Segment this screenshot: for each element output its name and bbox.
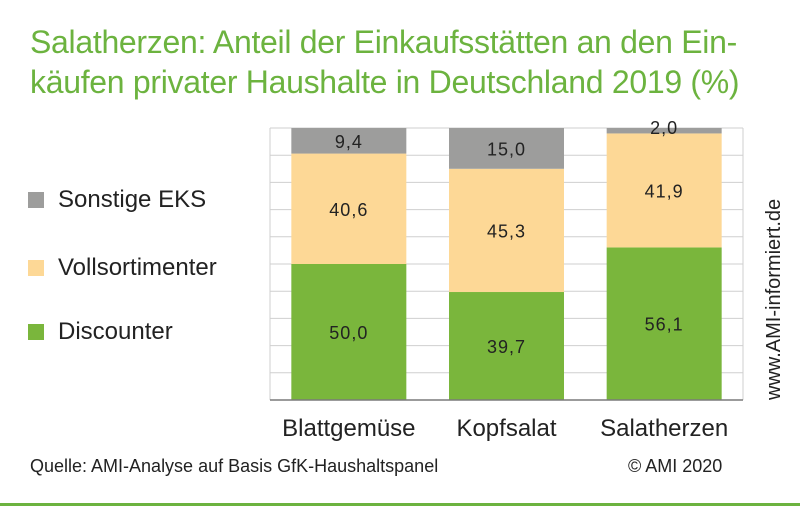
data-label: 41,9 <box>645 181 684 201</box>
bottom-rule <box>0 503 800 506</box>
legend-label-vollsortimenter: Vollsortimenter <box>58 254 217 281</box>
legend-swatch-sonstige <box>28 192 44 208</box>
data-label: 50,0 <box>329 323 368 343</box>
chart-title-line-1: Salatherzen: Anteil der Einkaufsstätten … <box>30 24 737 60</box>
source-note: Quelle: AMI-Analyse auf Basis GfK-Hausha… <box>30 456 439 476</box>
bar-segment <box>291 153 407 264</box>
bar-segment <box>606 133 722 248</box>
watermark-url: www.AMI-informiert.de <box>763 198 785 400</box>
legend-swatch-discounter <box>28 324 44 340</box>
category-label: Blattgemüse <box>282 415 415 442</box>
legend-label-discounter: Discounter <box>58 318 173 345</box>
data-label: 45,3 <box>487 221 526 241</box>
bar-segment <box>449 128 564 169</box>
chart-title-line-2: käufen privater Haushalte in Deutschland… <box>30 64 740 100</box>
category-label: Salatherzen <box>600 415 728 442</box>
legend-label-sonstige: Sonstige EKS <box>58 186 207 213</box>
data-label: 15,0 <box>487 139 526 159</box>
data-label: 39,7 <box>487 337 526 357</box>
chart-title: Salatherzen: Anteil der Einkaufsstätten … <box>30 22 780 102</box>
bar-segment <box>449 292 564 400</box>
bar-segment <box>291 264 407 400</box>
bar-segment <box>606 128 722 134</box>
bar-segment <box>291 128 407 154</box>
bar-segment <box>606 247 722 400</box>
bar-segment <box>449 168 564 293</box>
copyright-note: © AMI 2020 <box>628 456 723 476</box>
legend-swatch-vollsortimenter <box>28 260 44 276</box>
data-label: 2,0 <box>650 118 678 138</box>
category-label: Kopfsalat <box>456 415 556 442</box>
data-label: 9,4 <box>335 132 363 152</box>
data-label: 40,6 <box>329 200 368 220</box>
data-label: 56,1 <box>645 315 684 335</box>
